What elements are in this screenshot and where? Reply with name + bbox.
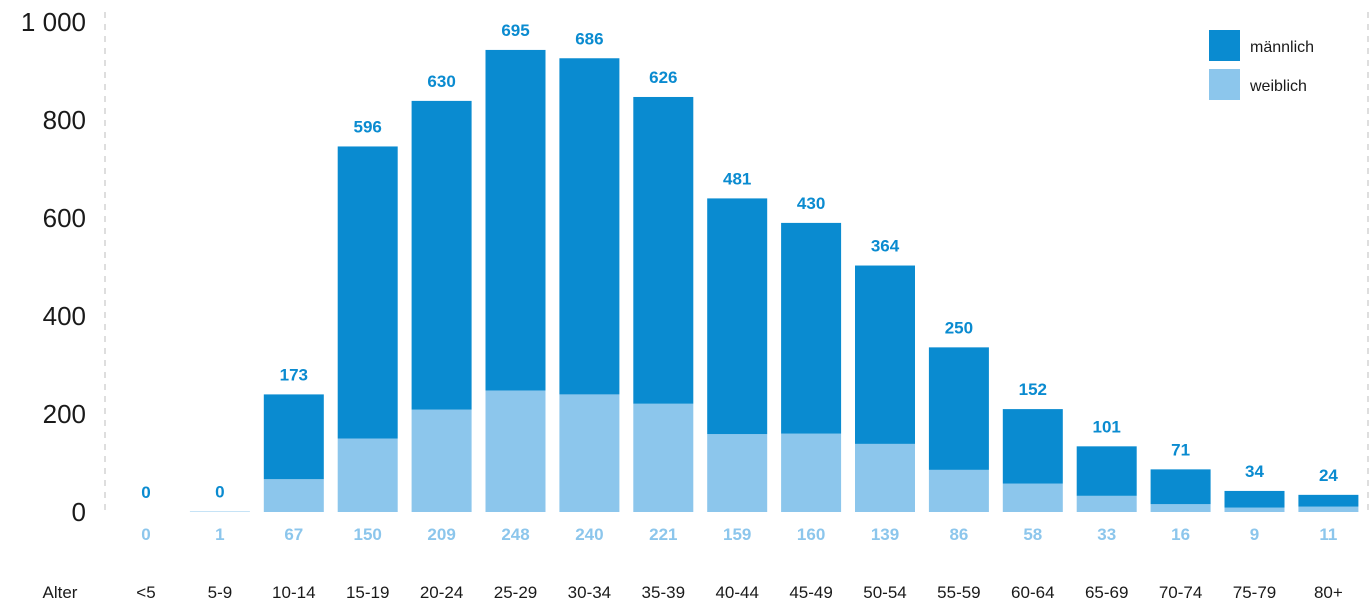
male-value-label: 364 <box>871 237 900 256</box>
female-value-label: 240 <box>575 525 603 544</box>
y-tick-label: 600 <box>43 203 86 233</box>
x-tick-label: 40-44 <box>715 583 758 602</box>
y-tick-label: 200 <box>43 399 86 429</box>
bar-male <box>559 58 620 395</box>
x-tick-label: 45-49 <box>789 583 832 602</box>
bar-female <box>1298 506 1359 512</box>
female-value-label: 159 <box>723 525 751 544</box>
bar-female <box>707 434 768 512</box>
x-tick-label: 5-9 <box>208 583 233 602</box>
bar-female <box>855 443 915 512</box>
bar-male <box>1076 446 1137 496</box>
female-value-label: 0 <box>141 525 150 544</box>
female-value-label: 11 <box>1319 525 1337 544</box>
bar-male <box>1150 469 1211 505</box>
bars <box>189 49 1359 512</box>
male-value-label: 596 <box>354 117 382 136</box>
bar-male <box>633 96 694 404</box>
male-value-label: 71 <box>1171 440 1190 459</box>
male-value-label: 686 <box>575 29 603 48</box>
x-tick-label: <5 <box>136 583 155 602</box>
x-tick-label: 75-79 <box>1233 583 1276 602</box>
bar-female <box>928 469 989 512</box>
y-tick-label: 800 <box>43 105 86 135</box>
bar-male <box>781 222 842 434</box>
bar-female <box>559 394 620 512</box>
bar-female <box>1002 483 1063 512</box>
legend-swatch <box>1209 69 1240 100</box>
legend-swatch <box>1209 30 1240 61</box>
female-value-label: 221 <box>649 525 677 544</box>
bar-male <box>337 146 398 439</box>
x-tick-label: 30-34 <box>568 583 611 602</box>
x-tick-label: 80+ <box>1314 583 1343 602</box>
data-labels: 0 0 0 1 173 67 596 150 630 209 695 248 686 240 626 221 4… <box>141 21 1338 544</box>
x-tick-label: 10-14 <box>272 583 315 602</box>
bar-male <box>855 265 915 444</box>
male-value-label: 626 <box>649 68 677 87</box>
bar-female <box>633 403 694 512</box>
male-value-label: 173 <box>280 365 308 384</box>
bar-female <box>411 409 472 512</box>
y-axis: 0 200 400 600 800 1 000 <box>21 7 86 527</box>
x-tick-label: 60-64 <box>1011 583 1054 602</box>
bar-male <box>928 347 989 470</box>
x-tick-label: 50-54 <box>863 583 906 602</box>
bar-male <box>1224 490 1285 508</box>
bar-female <box>1224 507 1285 512</box>
x-tick-label: 55-59 <box>937 583 980 602</box>
female-value-label: 58 <box>1023 525 1042 544</box>
male-value-label: 101 <box>1093 417 1121 436</box>
male-value-label: 24 <box>1319 466 1338 485</box>
male-value-label: 430 <box>797 194 825 213</box>
female-value-label: 248 <box>501 525 529 544</box>
female-value-label: 150 <box>354 525 382 544</box>
x-tick-label: 15-19 <box>346 583 389 602</box>
bar-male <box>707 198 768 435</box>
y-tick-label: 400 <box>43 301 86 331</box>
bar-female <box>1076 495 1137 512</box>
female-value-label: 16 <box>1171 525 1190 544</box>
female-value-label: 160 <box>797 525 825 544</box>
bar-male <box>263 394 324 480</box>
female-value-label: 139 <box>871 525 899 544</box>
x-tick-label: 35-39 <box>642 583 685 602</box>
legend-label: weiblich <box>1249 78 1307 95</box>
male-value-label: 0 <box>141 483 150 502</box>
x-tick-label: 25-29 <box>494 583 537 602</box>
female-value-label: 209 <box>427 525 455 544</box>
female-value-label: 33 <box>1097 525 1116 544</box>
male-value-label: 0 <box>215 483 224 502</box>
female-value-label: 9 <box>1250 525 1259 544</box>
x-tick-label: 20-24 <box>420 583 463 602</box>
y-tick-label: 0 <box>72 497 86 527</box>
female-value-label: 1 <box>215 525 224 544</box>
legend: männlich weiblich <box>1209 30 1314 100</box>
male-value-label: 34 <box>1245 462 1264 481</box>
bar-male <box>1002 409 1063 484</box>
male-value-label: 481 <box>723 169 751 188</box>
bar-female <box>781 433 842 512</box>
male-value-label: 695 <box>501 21 529 40</box>
legend-label: männlich <box>1250 39 1314 56</box>
bar-female <box>337 438 398 512</box>
x-axis-label: Alter <box>43 583 78 602</box>
male-value-label: 630 <box>427 72 455 91</box>
male-value-label: 152 <box>1019 380 1047 399</box>
y-tick-label: 1 000 <box>21 7 86 37</box>
bar-female <box>263 479 324 512</box>
bar-male <box>1298 494 1359 507</box>
x-tick-label: 70-74 <box>1159 583 1202 602</box>
bar-female <box>1150 504 1211 512</box>
male-value-label: 250 <box>945 318 973 337</box>
bar-male <box>485 49 546 391</box>
x-tick-label: 65-69 <box>1085 583 1128 602</box>
female-value-label: 86 <box>949 525 968 544</box>
x-axis: Alter <5 5-9 10-14 15-19 20-24 25-29 30-34 35-3… <box>43 583 1343 602</box>
female-value-label: 67 <box>284 525 303 544</box>
bar-male <box>411 100 472 410</box>
bar-female <box>485 390 546 512</box>
